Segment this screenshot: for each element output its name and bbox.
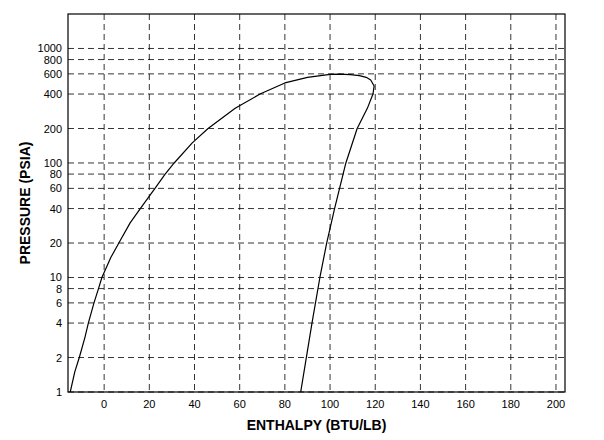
x-grid-line xyxy=(555,14,556,392)
x-tick-label: 100 xyxy=(321,398,339,410)
x-grid-line xyxy=(284,14,285,392)
x-tick-label: 160 xyxy=(456,398,474,410)
y-grid-line xyxy=(68,48,565,49)
y-grid-line xyxy=(68,277,565,278)
y-grid-line xyxy=(68,302,565,303)
data-lines xyxy=(70,74,374,392)
saturation-line xyxy=(301,74,374,392)
y-grid-line xyxy=(68,59,565,60)
y-tick-label: 20 xyxy=(50,237,62,249)
y-tick-label: 8 xyxy=(56,283,62,295)
y-tick-label: 10 xyxy=(50,271,62,283)
y-grid-line xyxy=(68,208,565,209)
y-grid-line xyxy=(68,243,565,244)
x-tick-label: 80 xyxy=(279,398,291,410)
y-tick-label: 800 xyxy=(44,54,62,66)
x-grid-line xyxy=(465,14,466,392)
plot-frame xyxy=(68,14,565,392)
y-grid-line xyxy=(68,73,565,74)
y-tick-label: 40 xyxy=(50,203,62,215)
x-tick-label: 180 xyxy=(502,398,520,410)
x-grid-line xyxy=(510,14,511,392)
x-tick-label: 0 xyxy=(101,398,107,410)
y-grid-line xyxy=(68,188,565,189)
y-grid-line xyxy=(68,162,565,163)
y-grid-line xyxy=(68,357,565,358)
x-tick-label: 140 xyxy=(411,398,429,410)
x-grid-line xyxy=(149,14,150,392)
y-grid-line xyxy=(68,174,565,175)
grid xyxy=(68,14,565,392)
y-grid-line xyxy=(68,128,565,129)
x-tick-label: 120 xyxy=(366,398,384,410)
y-tick-label: 100 xyxy=(44,157,62,169)
x-grid-line xyxy=(375,14,376,392)
x-tick-label: 60 xyxy=(234,398,246,410)
y-tick-label: 400 xyxy=(44,88,62,100)
x-grid-line xyxy=(194,14,195,392)
x-grid-line xyxy=(420,14,421,392)
y-tick-label: 200 xyxy=(44,123,62,135)
x-tick-label: 200 xyxy=(547,398,565,410)
y-tick-label: 2 xyxy=(56,352,62,364)
y-grid-line xyxy=(68,288,565,289)
y-tick-label: 600 xyxy=(44,68,62,80)
x-axis-label: ENTHALPY (BTU/LB) xyxy=(247,417,387,433)
x-grid-line xyxy=(239,14,240,392)
y-tick-label: 1000 xyxy=(38,42,62,54)
y-tick-label: 60 xyxy=(50,182,62,194)
y-tick-label: 1 xyxy=(56,386,62,398)
x-grid-line xyxy=(104,14,105,392)
x-grid-line xyxy=(330,14,331,392)
chart: 0204060801001201401601802001246810204060… xyxy=(0,0,604,440)
y-axis-label: PRESSURE (PSIA) xyxy=(17,142,33,265)
x-tick-label: 40 xyxy=(188,398,200,410)
y-grid-line xyxy=(68,94,565,95)
y-grid-line xyxy=(68,323,565,324)
y-tick-label: 6 xyxy=(56,297,62,309)
y-tick-label: 80 xyxy=(50,168,62,180)
y-tick-label: 4 xyxy=(56,317,62,329)
x-tick-label: 20 xyxy=(143,398,155,410)
saturation-line xyxy=(70,74,330,392)
